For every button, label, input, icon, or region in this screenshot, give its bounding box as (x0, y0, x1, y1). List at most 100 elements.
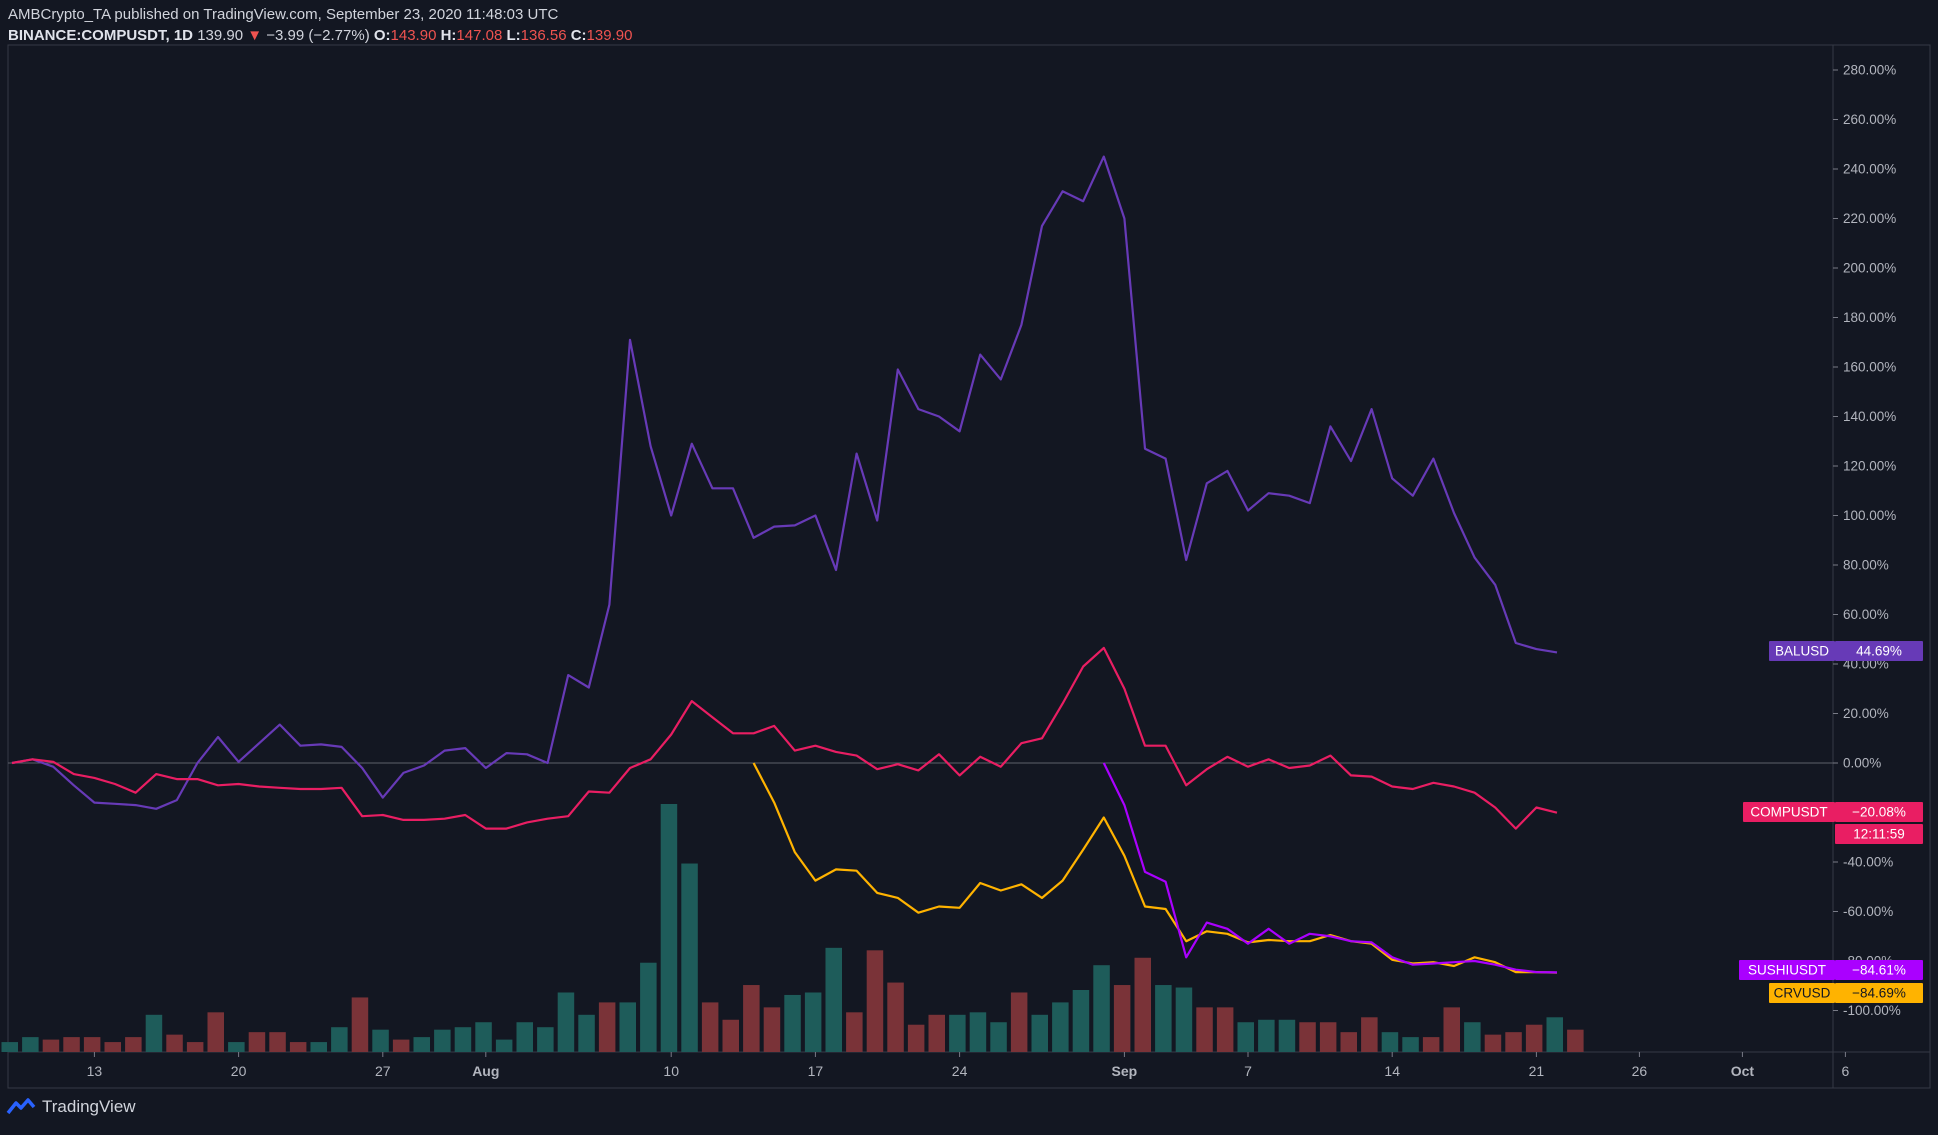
volume-bar (207, 1012, 224, 1052)
volume-bar (516, 1022, 533, 1052)
volume-bar (351, 997, 369, 1052)
volume-bar (1010, 992, 1028, 1052)
volume-bar (1196, 1007, 1213, 1052)
volume-bar (248, 1032, 266, 1052)
y-tick-label: 100.00% (1843, 508, 1896, 523)
series-value-tag-sushiusdt: −84.61% (1835, 960, 1923, 980)
x-tick-label: 10 (663, 1063, 679, 1079)
volume-bar (784, 994, 801, 1052)
series-name-tag-crvusd: CRVUSD (1769, 983, 1835, 1003)
volume-bar (1031, 1014, 1048, 1052)
svg-text:COMPUSDT: COMPUSDT (1750, 805, 1827, 820)
volume-bar (825, 947, 842, 1052)
svg-text:−84.69%: −84.69% (1852, 986, 1906, 1001)
volume-bar (104, 1042, 121, 1052)
volume-bar (372, 1029, 389, 1052)
volume-bar (1299, 1022, 1316, 1052)
y-tick-label: 260.00% (1843, 112, 1896, 127)
volume-bar (763, 1007, 781, 1052)
volume-bar (22, 1037, 39, 1052)
volume-bar (1072, 990, 1090, 1052)
volume-bar (1484, 1034, 1502, 1052)
volume-bar (289, 1042, 307, 1052)
tradingview-logo-icon (6, 1098, 36, 1115)
footer-brand[interactable]: TradingView (6, 1097, 136, 1117)
open-label: O: (373, 27, 391, 44)
volume-bar (1113, 985, 1131, 1052)
high-value: 147.08 (456, 27, 503, 44)
x-tick-label: 20 (231, 1063, 247, 1079)
volume-bar (1258, 1019, 1275, 1052)
x-tick-label: 6 (1842, 1063, 1850, 1079)
volume-bar (949, 1014, 966, 1052)
countdown-tag: 12:11:59 (1835, 824, 1923, 844)
volume-bar (475, 1022, 492, 1052)
volume-bar (701, 1002, 719, 1052)
series-name-tag-compusdt: COMPUSDT (1743, 802, 1835, 822)
volume-bar (969, 1012, 987, 1052)
volume-bar (1422, 1037, 1440, 1052)
price-change: −3.99 (−2.77%) (266, 27, 370, 44)
volume-bar (722, 1019, 739, 1052)
ohlc-row: BINANCE:COMPUSDT, 1D 139.90 ▼ −3.99 (−2.… (8, 25, 632, 46)
y-tick-label: 240.00% (1843, 162, 1896, 177)
volume-bar (1381, 1032, 1399, 1052)
y-tick-label: 140.00% (1843, 409, 1896, 424)
volume-bar (537, 1027, 554, 1052)
y-tick-label: 80.00% (1843, 558, 1889, 573)
volume-bar (887, 982, 904, 1052)
high-label: H: (440, 27, 457, 44)
x-tick-label: 27 (375, 1063, 391, 1079)
volume-bar (228, 1042, 245, 1052)
volume-bar (495, 1039, 513, 1052)
svg-text:44.69%: 44.69% (1856, 644, 1902, 659)
svg-text:SUSHIUSDT: SUSHIUSDT (1748, 963, 1826, 978)
chart-header: AMBCrypto_TA published on TradingView.co… (8, 4, 632, 46)
volume-bar (145, 1014, 163, 1052)
volume-bar (660, 804, 678, 1052)
series-line-compusdt[interactable] (11, 646, 1558, 830)
x-tick-label: 21 (1529, 1063, 1545, 1079)
volume-bar (1546, 1017, 1563, 1052)
last-price: 139.90 (197, 27, 244, 44)
close-value: 139.90 (586, 27, 633, 44)
svg-text:12:11:59: 12:11:59 (1853, 827, 1905, 842)
symbol-label[interactable]: BINANCE:COMPUSDT, 1D (8, 27, 194, 44)
volume-bar (619, 1002, 636, 1052)
series-line-crvusd[interactable] (752, 762, 1558, 974)
volume-bar (186, 1042, 204, 1052)
y-tick-label: 0.00% (1843, 756, 1881, 771)
volume-bar (1155, 985, 1172, 1052)
volume-bar (804, 992, 822, 1052)
volume-bar (866, 950, 884, 1052)
volume-bar (269, 1032, 286, 1052)
volume-bar (392, 1039, 410, 1052)
series-line-balusd[interactable] (11, 155, 1558, 810)
y-tick-label: 200.00% (1843, 261, 1896, 276)
y-tick-label: 220.00% (1843, 211, 1896, 226)
y-tick-label: -100.00% (1843, 1003, 1901, 1018)
volume-bar (1567, 1029, 1584, 1052)
x-tick-label: 14 (1384, 1063, 1400, 1079)
volume-bar (331, 1027, 348, 1052)
volume-bar (42, 1039, 60, 1052)
y-tick-label: 20.00% (1843, 706, 1889, 721)
series-line-sushiusdt[interactable] (1102, 762, 1558, 974)
y-tick-label: -40.00% (1843, 855, 1893, 870)
low-label: L: (506, 27, 521, 44)
volume-bar (1134, 957, 1151, 1052)
series-value-tag-crvusd: −84.69% (1835, 983, 1923, 1003)
volume-bar (1052, 1002, 1069, 1052)
low-value: 136.56 (520, 27, 567, 44)
volume-bar (413, 1037, 430, 1052)
volume-bar (1361, 1017, 1378, 1052)
volume-bar (125, 1037, 142, 1052)
y-tick-label: 180.00% (1843, 310, 1896, 325)
volume-bar (454, 1027, 472, 1052)
volume-bar (743, 985, 760, 1052)
volume-bar (1402, 1037, 1419, 1052)
series-name-tag-balusd: BALUSD (1769, 641, 1835, 661)
svg-text:−84.61%: −84.61% (1852, 963, 1906, 978)
svg-text:CRVUSD: CRVUSD (1774, 986, 1831, 1001)
